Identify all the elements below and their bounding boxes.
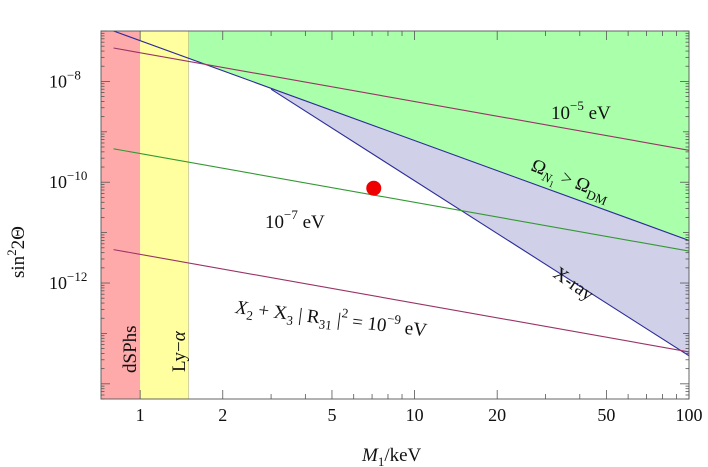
y-tick-label: 10−10	[49, 168, 87, 192]
line-label-1e-7-ev: 10−7 eV	[265, 207, 325, 233]
dsphs-excluded-region	[101, 31, 141, 399]
x-tick-label: 100	[676, 405, 703, 425]
x-tick-label: 20	[488, 405, 506, 425]
lyman-alpha-excluded-region	[140, 31, 189, 399]
line-label-1e-5-ev: 10−5 eV	[551, 98, 611, 124]
lya-label: Ly−α	[169, 330, 190, 372]
benchmark-point-marker	[366, 180, 382, 196]
x-axis-ticks: 1 2 5 10 20 50 100	[136, 31, 703, 425]
series-line-1e-5-ev	[113, 47, 689, 151]
y-tick-label: 10−12	[49, 269, 87, 293]
dsphs-label: dSPhs	[120, 325, 141, 373]
x-tick-label: 10	[406, 405, 424, 425]
xray-boundary	[270, 88, 689, 357]
y-axis-ticks: 10−8 10−10 10−12	[49, 30, 689, 400]
plot-frame	[100, 30, 690, 400]
x-tick-label: 50	[597, 405, 615, 425]
bottom-line-label: X2 + X3 | R31 |2 = 10−9 eV	[233, 292, 429, 344]
series-line-1e-9-ev	[113, 249, 689, 353]
x-tick-label: 5	[327, 405, 336, 425]
x-tick-label: 2	[218, 405, 227, 425]
x-axis-title: M1/keV	[361, 445, 422, 467]
y-axis-title: sin22Θ	[4, 226, 29, 278]
y-tick-label: 10−8	[49, 67, 81, 91]
relic-density-boundary	[113, 31, 689, 241]
relic-density-excluded-region	[113, 31, 689, 241]
x-tick-label: 1	[136, 405, 145, 425]
series-line-1e-7-ev	[113, 148, 689, 252]
